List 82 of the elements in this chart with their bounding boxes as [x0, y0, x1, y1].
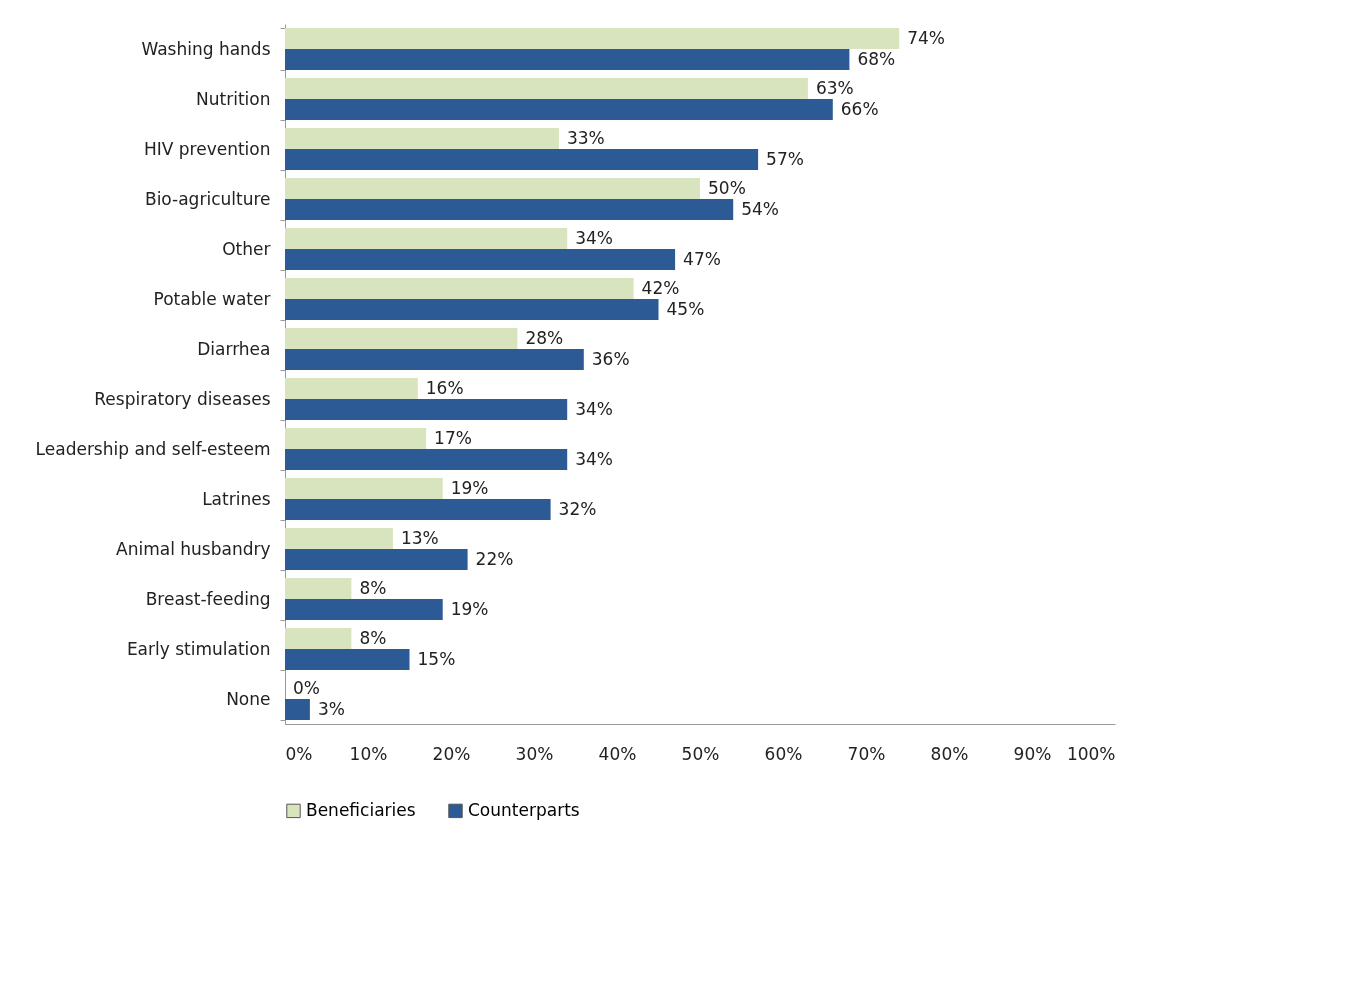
bar	[285, 278, 634, 299]
y-tick-label: Latrines	[202, 488, 271, 509]
legend-label: Beneficiaries	[306, 799, 416, 820]
x-tick-label: 60%	[764, 743, 803, 764]
bar	[285, 578, 352, 599]
data-label: 54%	[741, 198, 779, 219]
data-label: 22%	[475, 548, 514, 569]
y-tick-label: Washing hands	[141, 38, 271, 59]
data-label: 3%	[317, 698, 345, 719]
data-label: 34%	[575, 398, 613, 419]
bar	[285, 478, 443, 499]
legend-label: Counterparts	[468, 799, 580, 820]
x-tick-label: 40%	[598, 743, 637, 764]
y-tick-label: HIV prevention	[143, 138, 271, 159]
y-tick-label: Respiratory diseases	[94, 388, 271, 409]
bar	[285, 399, 568, 420]
bar	[285, 128, 559, 149]
x-tick-label: 90%	[1013, 743, 1052, 764]
data-label: 16%	[425, 377, 464, 398]
bar	[285, 378, 418, 399]
y-tick-label: None	[226, 688, 271, 709]
y-tick-label: Breast-feeding	[145, 588, 271, 609]
x-tick-label: 20%	[432, 743, 471, 764]
x-tick-label: 30%	[515, 743, 554, 764]
x-tick-label: 0%	[285, 743, 313, 764]
bar	[285, 499, 551, 520]
y-tick-label: Nutrition	[196, 88, 271, 109]
bar	[285, 78, 808, 99]
data-label: 34%	[575, 448, 613, 469]
data-label: 66%	[840, 98, 879, 119]
bar	[285, 649, 410, 670]
data-label: 50%	[708, 177, 746, 198]
bar	[285, 599, 443, 620]
x-tick-label: 100%	[1066, 743, 1116, 764]
bar	[285, 449, 568, 470]
bar	[285, 328, 518, 349]
data-label: 74%	[907, 27, 945, 48]
data-label: 19%	[450, 477, 489, 498]
bar	[285, 49, 850, 70]
x-tick-label: 50%	[681, 743, 720, 764]
bar	[285, 628, 352, 649]
bar	[285, 99, 833, 120]
data-label: 63%	[815, 77, 854, 98]
data-label: 42%	[641, 277, 680, 298]
y-tick-label: Other	[222, 238, 271, 259]
data-label: 32%	[558, 498, 597, 519]
data-label: 36%	[591, 348, 630, 369]
bar	[285, 428, 427, 449]
data-label: 13%	[400, 527, 439, 548]
x-tick-label: 10%	[349, 743, 388, 764]
data-label: 68%	[857, 48, 896, 69]
bar	[285, 28, 900, 49]
data-label: 17%	[434, 427, 472, 448]
bar	[285, 528, 393, 549]
data-label: 15%	[417, 648, 456, 669]
data-label: 34%	[575, 227, 613, 248]
data-label: 47%	[683, 248, 721, 269]
bar	[285, 699, 310, 720]
y-tick-label: Leadership and self-esteem	[35, 438, 271, 459]
data-label: 8%	[359, 577, 387, 598]
data-label: 8%	[359, 627, 387, 648]
y-tick-label: Bio-agriculture	[144, 188, 271, 209]
y-tick-label: Animal husbandry	[116, 538, 271, 559]
data-label: 33%	[566, 127, 605, 148]
bar	[285, 199, 734, 220]
bar	[285, 178, 700, 199]
bar	[285, 299, 659, 320]
data-label: 57%	[766, 148, 804, 169]
bar	[285, 249, 676, 270]
data-label: 28%	[525, 327, 564, 348]
y-tick-label: Potable water	[153, 288, 271, 309]
y-tick-label: Early stimulation	[126, 638, 271, 659]
bar	[285, 228, 568, 249]
bar	[285, 149, 759, 170]
data-label: 45%	[666, 298, 705, 319]
data-label: 0%	[293, 677, 320, 698]
x-tick-label: 80%	[930, 743, 969, 764]
bar	[285, 549, 468, 570]
y-tick-label: Diarrhea	[197, 338, 271, 359]
x-tick-label: 70%	[847, 743, 886, 764]
bar	[285, 349, 584, 370]
data-label: 19%	[450, 598, 489, 619]
